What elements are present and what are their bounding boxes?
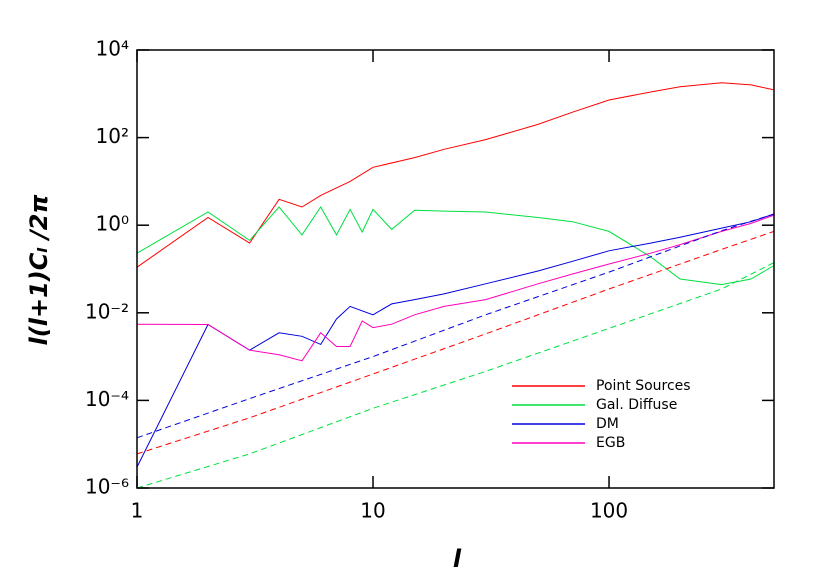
y-tick-label: 10⁻⁴ [85, 387, 129, 411]
legend-label: DM [596, 416, 619, 432]
y-tick-label: 10⁻² [85, 299, 129, 323]
legend-label: EGB [596, 435, 625, 451]
legend-label: Gal. Diffuse [596, 397, 677, 413]
series-line [136, 262, 775, 489]
x-tick-label: 1 [131, 499, 144, 523]
x-tick-label: 100 [590, 499, 628, 523]
series-line [136, 82, 775, 268]
x-axis-label: l [453, 545, 462, 573]
series-line [136, 213, 775, 439]
legend-label: Point Sources [596, 378, 691, 394]
series-line [136, 230, 775, 455]
y-axis-label: l(l+1)Cₗ /2π [25, 195, 53, 346]
x-tick-label: 10 [360, 499, 385, 523]
series-line [136, 214, 775, 362]
y-tick-label: 10² [96, 124, 129, 148]
y-tick-label: 10⁻⁶ [85, 475, 129, 499]
plot-frame [136, 49, 775, 489]
y-tick-label: 10⁴ [96, 37, 129, 61]
y-tick-label: 10⁰ [96, 212, 129, 236]
series-line [136, 213, 775, 468]
series-line [136, 206, 775, 286]
